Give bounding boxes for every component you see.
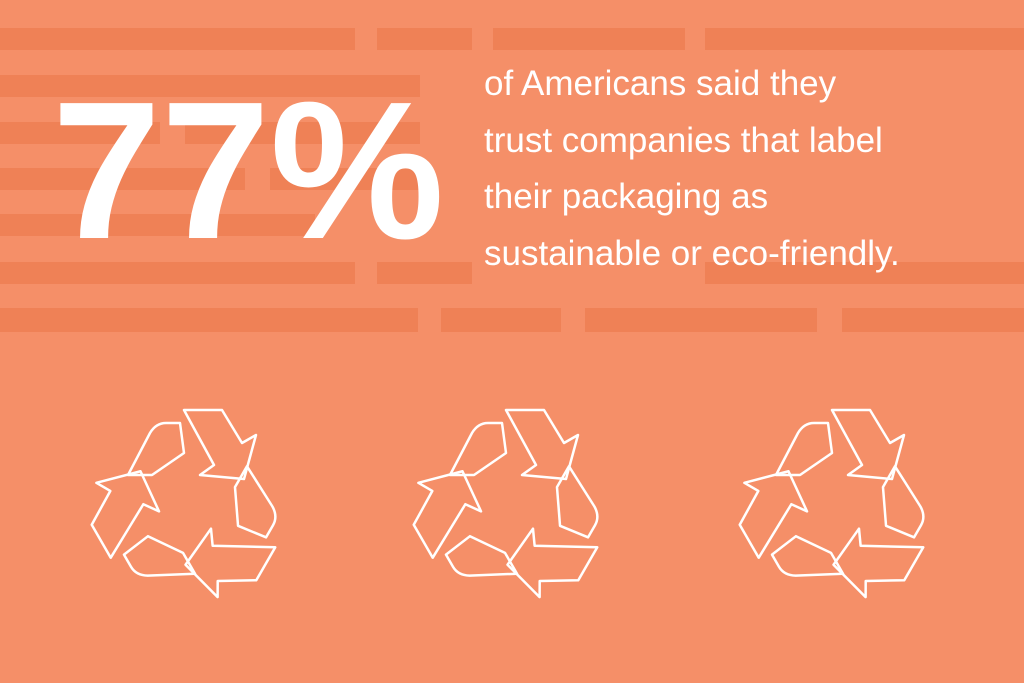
stat: 77% <box>52 61 444 280</box>
stripes <box>0 28 1024 332</box>
description-line: sustainable or eco-friendly. <box>484 234 900 273</box>
description-line: trust companies that label <box>484 121 883 160</box>
description-line: of Americans said they <box>484 64 837 103</box>
description-line: their packaging as <box>484 177 768 216</box>
